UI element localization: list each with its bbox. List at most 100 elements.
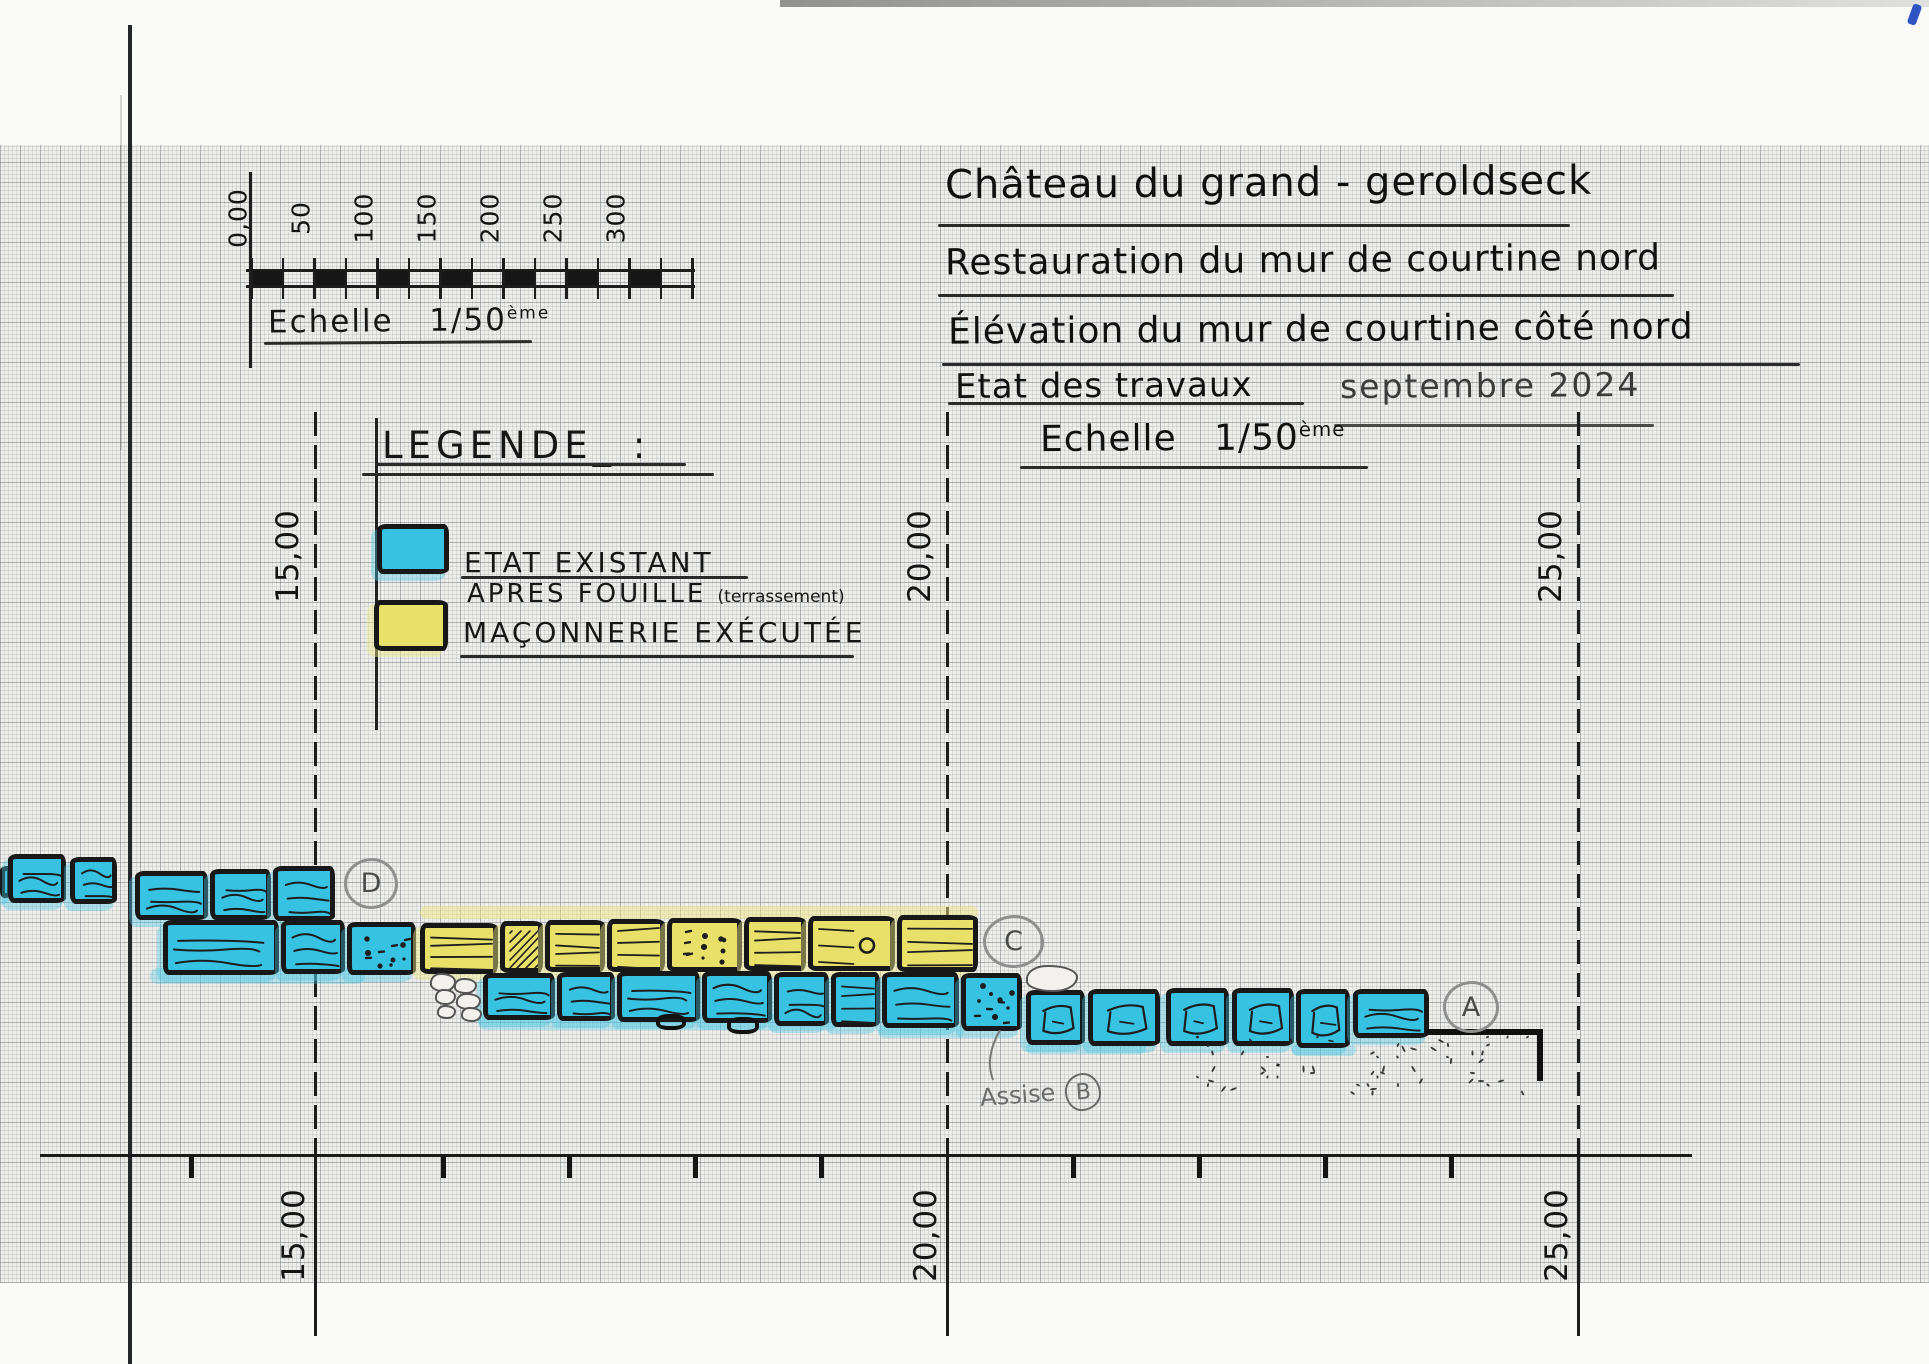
title-underline-2: [938, 294, 1674, 297]
scale-caption-ratio: 1/50: [429, 301, 508, 339]
small-stone-tab: [656, 1014, 686, 1030]
stipple-dot: [1471, 1050, 1474, 1056]
bottom-axis-tick: [567, 1157, 572, 1178]
course-letter-C: C: [983, 915, 1044, 968]
scale-bar-black-segment: [502, 271, 534, 285]
scale-bar-tick: [502, 258, 505, 299]
bottom-axis-tick: [1071, 1157, 1076, 1178]
stipple-dot: [1240, 1050, 1245, 1056]
stipple-dot: [1210, 1050, 1215, 1056]
stone-block: [281, 920, 345, 974]
stipple-dot: [1229, 1086, 1238, 1092]
stipple-dot: [1418, 1077, 1424, 1085]
stone-texture: [291, 933, 340, 968]
marker-smudge: [878, 1026, 964, 1038]
stone-texture: [1364, 1008, 1424, 1032]
stone-texture: [907, 927, 973, 967]
graph-paper: [0, 145, 1929, 1283]
stone-texture: [364, 936, 412, 969]
legend-label-existing-2: APRES FOUILLE (terrassement): [467, 579, 845, 609]
stone-texture: [1042, 1004, 1075, 1035]
scale-bar-black-segment: [565, 271, 597, 285]
stone-block: [961, 973, 1022, 1031]
marker-smudge: [420, 906, 978, 919]
stipple-dot: [1477, 1079, 1485, 1083]
stone-block: [163, 920, 279, 975]
stone-block: [1088, 989, 1160, 1046]
stipple-dot: [1395, 1055, 1400, 1059]
title-underline-3: [942, 363, 1800, 366]
course-letter-A: A: [1443, 981, 1499, 1033]
measure-label-bottom: 25,00: [1539, 1188, 1575, 1282]
scale-bar-black-segment: [628, 271, 660, 285]
stipple-dot: [1248, 1037, 1254, 1045]
stone-texture: [818, 928, 876, 965]
stone-block: [607, 919, 665, 972]
measure-dashed-line-20,00: [946, 412, 949, 1154]
stipple-dot: [1449, 1057, 1453, 1065]
stipple-dot: [1210, 1065, 1217, 1073]
stipple-dot: [1430, 1046, 1437, 1052]
stipple-dot: [1220, 1085, 1227, 1093]
stone-texture: [80, 869, 113, 899]
scale-bar-tick: [281, 258, 284, 299]
pencil-stone-outline: [437, 1005, 456, 1019]
stipple-dot: [1525, 1035, 1530, 1039]
measure-solid-line-15,00: [314, 1154, 317, 1336]
stone-texture: [284, 881, 331, 916]
measure-solid-line-20,00: [946, 1154, 949, 1336]
legend-rule-vertical: [375, 418, 378, 730]
small-stone-tab: [727, 1017, 759, 1034]
works-date-underline: [1334, 424, 1654, 427]
stone-block: [882, 972, 959, 1028]
stone-block: [897, 915, 978, 972]
stipple-dot: [1446, 1042, 1450, 1048]
scale-bar-tick: [250, 258, 253, 299]
measure-dashed-line-25,00: [1577, 412, 1580, 1154]
stone-block: [347, 922, 416, 975]
stipple-dot: [1369, 1087, 1378, 1091]
stipple-dot: [1480, 1050, 1485, 1056]
legend-label-masonry-underline: [460, 655, 854, 658]
stipple-dot: [1206, 1042, 1210, 1048]
stipple-dot: [1206, 1082, 1210, 1088]
stone-texture: [221, 888, 267, 914]
assise-annotation-text: Assise: [979, 1078, 1057, 1112]
bottom-axis-tick: [693, 1157, 698, 1178]
title-scale-word: Echelle: [1039, 418, 1177, 461]
assise-leader-line: [984, 1029, 1014, 1082]
stipple-dot: [1370, 1070, 1375, 1076]
measure-label-top: 20,00: [902, 509, 938, 603]
stone-texture: [841, 985, 875, 1023]
stone-block: [808, 916, 895, 971]
legend-underline-1: [376, 463, 686, 466]
stone-block: [1026, 990, 1085, 1045]
stone-texture: [893, 987, 953, 1022]
bottom-axis-tick: [819, 1157, 824, 1178]
works-status-date: septembre 2024: [1339, 364, 1641, 407]
title-scale-ratio: 1/50: [1213, 417, 1299, 459]
stipple-dot: [1497, 1079, 1505, 1083]
bottom-axis-tick: [441, 1157, 446, 1178]
stipple-dot: [1355, 1083, 1361, 1087]
scale-bar-label: 50: [286, 201, 316, 235]
stone-block: [557, 972, 615, 1021]
stipple-dot: [1369, 1050, 1376, 1056]
drawing-subtitle-1: Restauration du mur de courtine nord: [944, 237, 1662, 284]
scale-bar-tick: [407, 258, 410, 299]
scale-bar-caption: Echelle 1/50ème: [268, 301, 551, 340]
scale-bar-tick: [691, 258, 694, 299]
stipple-dot: [1349, 1090, 1356, 1096]
stipple-dot: [1371, 1090, 1374, 1096]
bottom-axis-tick: [1323, 1157, 1328, 1178]
stipple-dot: [1485, 1082, 1491, 1088]
legend-swatch-existing-state: [377, 524, 449, 574]
scale-bar-tick: [533, 258, 536, 299]
stipple-dot: [1410, 1065, 1417, 1073]
stone-texture: [712, 983, 766, 1017]
stipple-dot: [1265, 1055, 1270, 1059]
scale-bar-tick: [313, 258, 316, 299]
scale-bar-tick: [376, 258, 379, 299]
stipple-dot: [1478, 1058, 1484, 1064]
stipple-dot: [1266, 1075, 1269, 1079]
